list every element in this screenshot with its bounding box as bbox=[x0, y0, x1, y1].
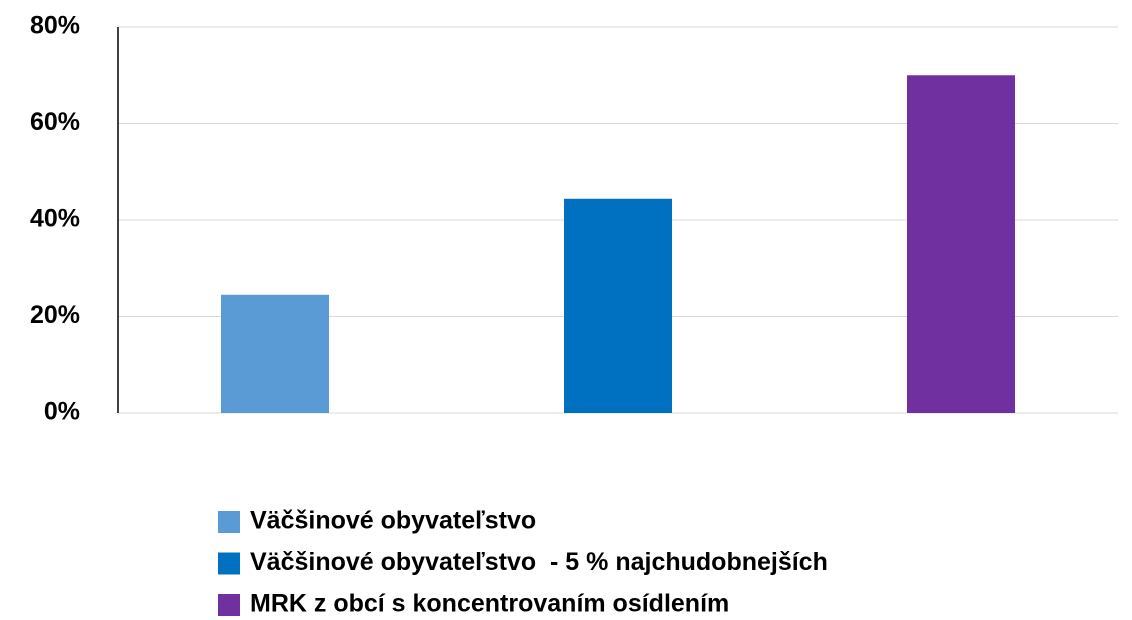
y-tick-label: 40% bbox=[30, 205, 80, 233]
bar bbox=[907, 75, 1015, 413]
bar bbox=[564, 198, 672, 413]
legend-swatch bbox=[218, 552, 240, 575]
y-tick-label: 20% bbox=[30, 301, 80, 329]
bar bbox=[221, 294, 329, 413]
legend-label: MRK z obcí s koncentrovaním osídlením bbox=[250, 590, 729, 618]
legend-label: Väčšinové obyvateľstvo - 5 % najchudobne… bbox=[250, 548, 828, 576]
y-tick-label: 0% bbox=[44, 398, 80, 426]
y-tick-label: 60% bbox=[30, 108, 80, 136]
legend-swatch bbox=[218, 594, 240, 616]
legend-swatch bbox=[218, 511, 240, 533]
y-tick-label: 80% bbox=[30, 12, 80, 40]
legend-label: Väčšinové obyvateľstvo bbox=[250, 507, 536, 535]
